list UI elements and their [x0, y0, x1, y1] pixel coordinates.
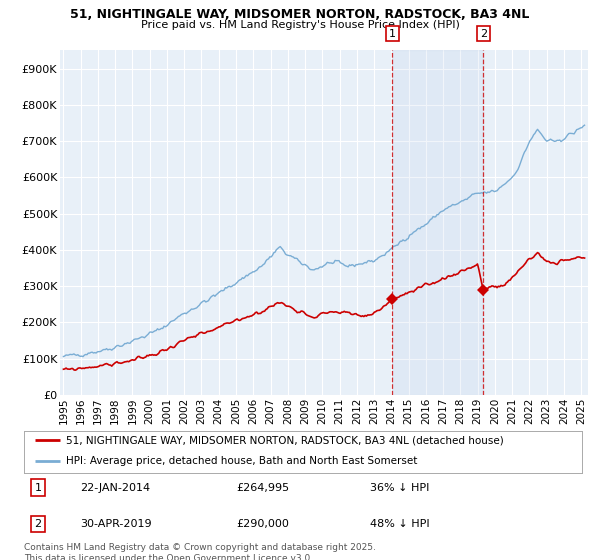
- Text: 1: 1: [34, 483, 41, 493]
- Text: Contains HM Land Registry data © Crown copyright and database right 2025.
This d: Contains HM Land Registry data © Crown c…: [24, 543, 376, 560]
- Text: 2: 2: [34, 519, 41, 529]
- Text: Price paid vs. HM Land Registry's House Price Index (HPI): Price paid vs. HM Land Registry's House …: [140, 20, 460, 30]
- Text: £264,995: £264,995: [236, 483, 289, 493]
- Text: 30-APR-2019: 30-APR-2019: [80, 519, 151, 529]
- Text: 2: 2: [480, 29, 487, 39]
- Text: 48% ↓ HPI: 48% ↓ HPI: [370, 519, 430, 529]
- Text: HPI: Average price, detached house, Bath and North East Somerset: HPI: Average price, detached house, Bath…: [66, 456, 417, 466]
- Text: £290,000: £290,000: [236, 519, 289, 529]
- Text: 22-JAN-2014: 22-JAN-2014: [80, 483, 150, 493]
- Bar: [392, 50, 483, 395]
- Text: 51, NIGHTINGALE WAY, MIDSOMER NORTON, RADSTOCK, BA3 4NL: 51, NIGHTINGALE WAY, MIDSOMER NORTON, RA…: [70, 8, 530, 21]
- Text: 36% ↓ HPI: 36% ↓ HPI: [370, 483, 430, 493]
- Text: 51, NIGHTINGALE WAY, MIDSOMER NORTON, RADSTOCK, BA3 4NL (detached house): 51, NIGHTINGALE WAY, MIDSOMER NORTON, RA…: [66, 436, 503, 445]
- Text: 1: 1: [389, 29, 396, 39]
